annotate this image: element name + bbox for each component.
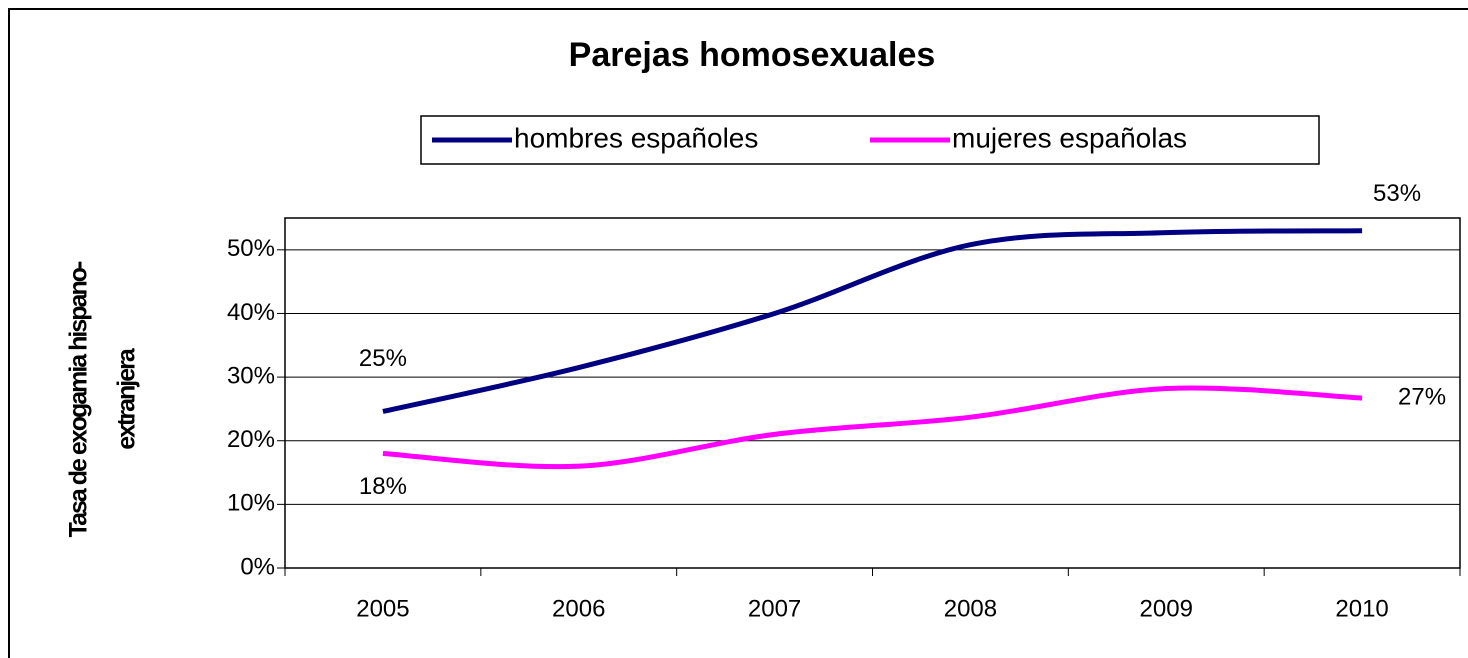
data-label: 27% (1398, 383, 1446, 410)
x-tick-label: 2006 (552, 595, 605, 622)
x-tick-label: 2007 (748, 595, 801, 622)
data-label: 53% (1373, 180, 1421, 207)
x-tick-label: 2010 (1335, 595, 1388, 622)
series-line (382, 385, 1363, 470)
y-axis-label: Tasa de exogamia hispano- extranjera (65, 261, 141, 537)
y-tick-label: 0% (240, 553, 275, 580)
data-label: 18% (359, 473, 407, 500)
series-line (382, 228, 1363, 414)
y-tick-label: 10% (227, 490, 275, 517)
chart-title: Parejas homosexuales (569, 36, 936, 74)
x-tick-label: 2008 (944, 595, 997, 622)
x-tick-label: 2009 (1140, 595, 1193, 622)
chart-frame (8, 8, 1468, 658)
y-tick-label: 40% (227, 299, 275, 326)
legend-label: mujeres españolas (952, 122, 1187, 153)
y-axis-label-line: extranjera (113, 347, 141, 450)
y-tick-label: 20% (227, 426, 275, 453)
legend-label: hombres españoles (514, 122, 758, 153)
y-tick-label: 50% (227, 235, 275, 262)
y-tick-label: 30% (227, 362, 275, 389)
y-axis-label-line: Tasa de exogamia hispano- (65, 261, 93, 537)
x-tick-label: 2005 (356, 595, 409, 622)
data-label: 25% (359, 345, 407, 372)
